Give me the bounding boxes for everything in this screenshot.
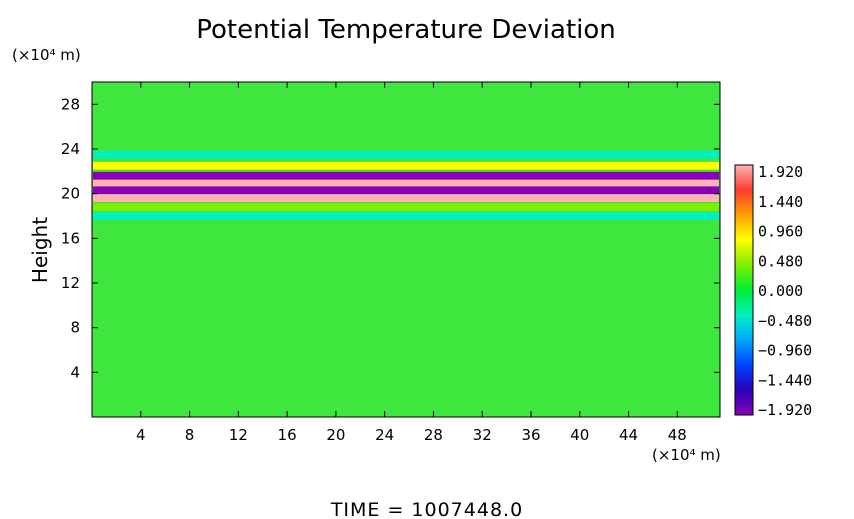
y-tick-label: 8 (70, 319, 80, 337)
field-band (93, 194, 719, 203)
field-band (93, 171, 719, 180)
y-tick-label: 16 (61, 229, 80, 247)
colorbar-label: 0.960 (758, 223, 803, 241)
colorbar: 1.920 1.440 0.960 0.480 0.000 −0.480 −0.960 −1.… (734, 163, 812, 419)
y-tick-label: 28 (61, 95, 80, 113)
colorbar-label: −0.480 (758, 312, 812, 330)
x-tick-label: 40 (570, 426, 589, 444)
x-tick-label: 8 (185, 426, 195, 444)
colorbar-label: 0.000 (758, 282, 803, 300)
x-tick-label: 44 (619, 426, 638, 444)
colorbar-label: −1.920 (758, 401, 812, 419)
plot-area (91, 81, 721, 418)
y-axis: 4 8 12 16 20 24 28 (61, 95, 720, 381)
x-tick-label: 12 (229, 426, 248, 444)
time-label: TIME = 1007448.0 (330, 499, 523, 519)
x-tick-label: 48 (668, 426, 687, 444)
colorbar-label: 1.440 (758, 193, 803, 211)
colorbar-strip (734, 164, 754, 416)
y-units-label: (×10⁴ m) (12, 46, 81, 64)
x-tick-label: 24 (375, 426, 394, 444)
colorbar-label: 1.920 (758, 163, 803, 181)
plot-background (92, 82, 720, 417)
y-tick-label: 24 (61, 140, 80, 158)
field-band (93, 186, 719, 195)
x-tick-label: 20 (326, 426, 345, 444)
y-axis-label: Height (28, 217, 52, 283)
field-band (93, 212, 719, 220)
y-tick-label: 20 (61, 185, 80, 203)
x-tick-label: 32 (473, 426, 492, 444)
field-band (93, 179, 719, 188)
field-band (93, 161, 719, 170)
colorbar-labels: 1.920 1.440 0.960 0.480 0.000 −0.480 −0.960 −1.… (758, 163, 812, 419)
colorbar-label: 0.480 (758, 252, 803, 270)
y-tick-label: 4 (70, 363, 80, 381)
field-band (93, 203, 719, 211)
field-band (93, 150, 719, 159)
x-tick-label: 36 (521, 426, 540, 444)
x-tick-label: 4 (136, 426, 146, 444)
y-tick-label: 12 (61, 274, 80, 292)
field-layer (93, 150, 719, 220)
x-axis: 4 8 12 16 20 24 28 32 36 40 44 48 (136, 82, 687, 444)
colorbar-label: −1.440 (758, 371, 812, 389)
colorbar-label: −0.960 (758, 342, 812, 360)
chart-title: Potential Temperature Deviation (196, 15, 616, 45)
x-tick-label: 16 (278, 426, 297, 444)
x-units-label: (×10⁴ m) (652, 446, 721, 464)
x-tick-label: 28 (424, 426, 443, 444)
plot-frame (91, 81, 721, 418)
